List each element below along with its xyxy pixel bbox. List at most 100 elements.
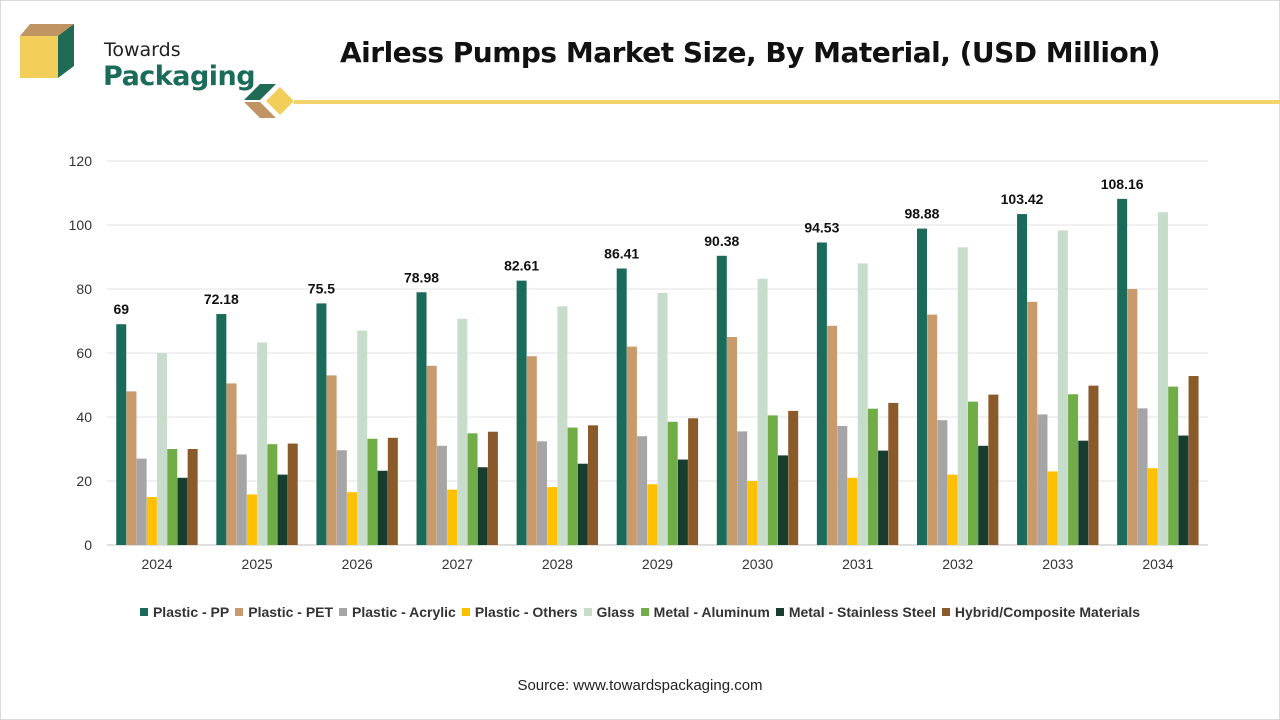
legend-swatch (139, 608, 148, 616)
bar (116, 324, 127, 545)
bar (1068, 394, 1079, 545)
bar (647, 484, 658, 545)
bar (246, 494, 257, 545)
bar (167, 449, 178, 545)
legend-label: Plastic - Acrylic (352, 604, 456, 620)
bar (667, 421, 678, 545)
legend-swatch (339, 608, 348, 616)
bar (827, 325, 838, 545)
x-tick-label: 2032 (942, 556, 973, 572)
bar (978, 445, 989, 545)
bar (557, 306, 568, 545)
legend-label: Metal - Stainless Steel (788, 604, 936, 620)
x-tick-label: 2026 (342, 556, 373, 572)
bar (757, 278, 768, 545)
bar (988, 394, 999, 545)
bar (927, 314, 938, 545)
source-note: Source: www.towardspackaging.com (517, 677, 763, 694)
legend-swatch (235, 608, 244, 616)
header-rule (294, 100, 1280, 104)
data-label: 94.53 (804, 220, 839, 236)
bar (467, 433, 478, 545)
data-label: 108.16 (1101, 176, 1144, 192)
chart-legend: Plastic - PP Plastic - PET Plastic - Acryl… (0, 604, 1280, 620)
bar (316, 303, 327, 545)
data-label: 86.41 (604, 245, 639, 261)
bar (177, 477, 188, 545)
data-label: 72.18 (204, 291, 239, 307)
legend-swatch (461, 608, 470, 616)
y-tick-label: 120 (69, 153, 93, 169)
bar (1047, 471, 1058, 545)
bar (136, 458, 147, 545)
towards-packaging-logo: Towards Packaging (18, 20, 256, 92)
legend-label: Plastic - PP (152, 604, 230, 620)
bar (577, 463, 588, 545)
bar (916, 228, 927, 546)
bar (326, 375, 337, 545)
bar (626, 346, 637, 545)
bar (1117, 198, 1128, 545)
bar (426, 365, 437, 545)
bar (1057, 230, 1068, 545)
data-label: 98.88 (904, 206, 939, 222)
y-tick-label: 0 (84, 537, 92, 553)
data-label: 69 (113, 301, 129, 317)
legend-label: Glass (596, 604, 635, 620)
bar (126, 391, 137, 545)
bar (867, 408, 878, 545)
bar (1127, 289, 1138, 545)
bar (1017, 214, 1028, 545)
y-tick-label: 40 (76, 409, 92, 425)
bar (857, 263, 868, 545)
bar (347, 492, 358, 545)
legend-item: Glass (583, 604, 635, 620)
bar (737, 431, 748, 545)
bar (216, 314, 227, 545)
y-tick-label: 20 (76, 473, 92, 489)
bar (487, 431, 498, 545)
bar (187, 449, 198, 545)
legend-label: Plastic - PET (248, 604, 334, 620)
bar (767, 415, 778, 545)
x-tick-label: 2028 (542, 556, 573, 572)
bar (436, 445, 447, 545)
box-logo-icon (20, 24, 74, 78)
bar (287, 443, 298, 545)
bar (788, 410, 799, 545)
data-label: 82.61 (504, 258, 539, 274)
legend-item: Plastic - PP (139, 604, 230, 620)
bar (367, 438, 378, 545)
data-label: 103.42 (1001, 191, 1044, 207)
bar (837, 425, 848, 545)
bar (146, 497, 157, 545)
x-tick-label: 2034 (1142, 556, 1173, 572)
x-tick-label: 2027 (442, 556, 473, 572)
legend-item: Metal - Aluminum (640, 604, 770, 620)
bar (457, 318, 468, 545)
legend-item: Hybrid/Composite Materials (941, 604, 1140, 620)
legend-swatch (640, 608, 649, 616)
bar (677, 459, 688, 545)
bar (387, 437, 398, 545)
brand-line-2: Packaging (103, 61, 256, 92)
bar (236, 454, 247, 545)
bar (878, 450, 889, 545)
bar (226, 383, 237, 545)
bar (1137, 408, 1148, 545)
bar (747, 481, 758, 545)
bar (957, 247, 968, 545)
bar (616, 268, 627, 545)
x-tick-label: 2031 (842, 556, 873, 572)
bar (937, 420, 948, 545)
bar (716, 255, 727, 545)
bar-chart: 0 20 40 60 80 100 120 69 2024 72.18 2025 75.5 2026 78… (69, 153, 1208, 572)
bar (336, 450, 347, 545)
bar (267, 444, 278, 545)
bar (357, 330, 368, 545)
x-tick-label: 2033 (1042, 556, 1073, 572)
bar (888, 402, 899, 545)
bar (447, 489, 458, 545)
legend-label: Metal - Aluminum (653, 604, 770, 620)
bar (1147, 468, 1158, 545)
